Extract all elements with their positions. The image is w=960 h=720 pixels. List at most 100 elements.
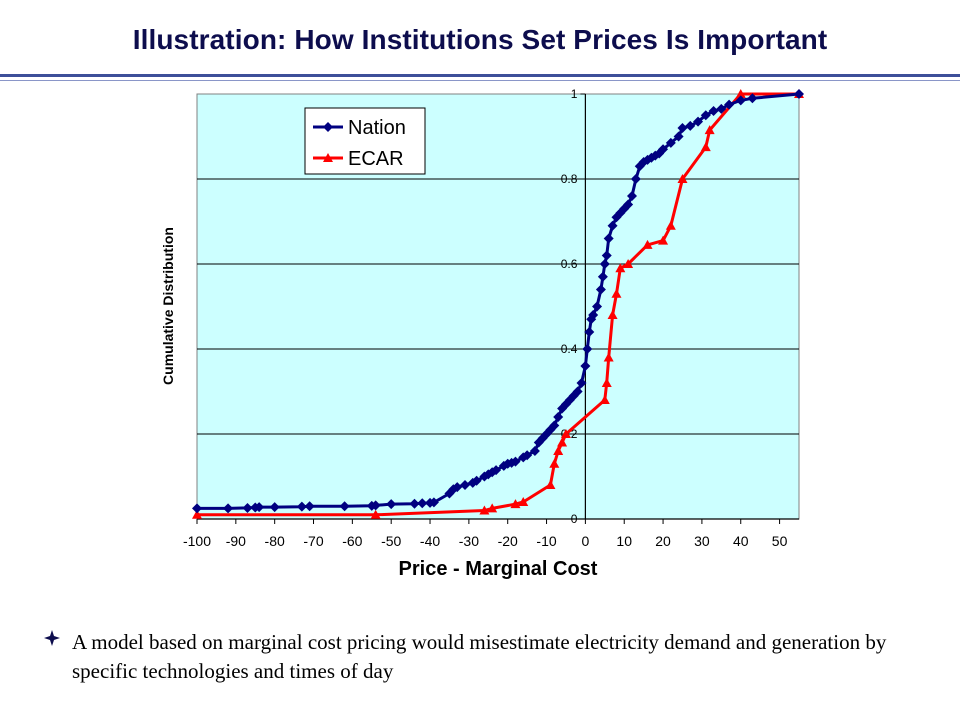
data-point — [580, 361, 591, 371]
data-point — [557, 437, 568, 447]
y-tick-labels: 00.20.40.60.81 — [561, 87, 578, 526]
data-point — [522, 450, 533, 461]
data-point — [658, 144, 669, 155]
data-point — [339, 501, 350, 512]
data-point — [693, 116, 704, 127]
x-tick-label: -60 — [342, 533, 362, 549]
data-point — [708, 106, 719, 116]
data-point — [588, 310, 599, 320]
x-tick-label: -40 — [420, 533, 440, 549]
data-point — [704, 125, 715, 135]
data-point — [471, 475, 482, 486]
data-point — [323, 153, 333, 162]
y-tick-label: 0.8 — [561, 172, 578, 186]
data-point — [630, 174, 641, 184]
data-point — [576, 378, 587, 388]
legend-box — [304, 107, 426, 175]
cumulative-distribution-chart: -100 -90 -80 -70 -60 -50 -40 -30 -20 -10 0 10 20 30 40… — [160, 87, 804, 580]
data-point — [735, 89, 746, 98]
legend-entry-ecar: ECAR — [313, 148, 404, 170]
data-point — [479, 505, 490, 515]
data-point — [601, 378, 612, 387]
data-point — [642, 239, 653, 249]
slide-title: Illustration: How Institutions Set Price… — [132, 24, 828, 55]
data-point — [603, 233, 614, 244]
data-point — [685, 120, 696, 131]
data-point — [673, 131, 684, 142]
data-point — [409, 498, 420, 509]
data-point — [607, 220, 618, 231]
data-point — [549, 458, 560, 468]
data-point — [417, 498, 428, 509]
data-point — [370, 500, 381, 511]
data-point — [323, 122, 333, 132]
series-nation — [192, 89, 804, 514]
data-point — [487, 503, 498, 513]
data-point — [296, 501, 307, 512]
legend-label: ECAR — [348, 148, 404, 170]
data-point — [626, 191, 637, 201]
legend-entry-nation: Nation — [313, 117, 406, 139]
data-point — [510, 499, 521, 509]
x-tick-label: -70 — [303, 533, 323, 549]
y-tick-label: 0.6 — [561, 257, 578, 271]
data-point — [560, 429, 571, 438]
x-axis-label: Price - Marginal Cost — [399, 558, 598, 580]
data-point — [553, 412, 564, 422]
x-tick-label: -80 — [265, 533, 285, 549]
title-divider — [0, 74, 960, 77]
data-point — [553, 446, 564, 455]
data-point — [529, 446, 540, 456]
data-point — [545, 480, 556, 489]
x-tick-label: -90 — [226, 533, 246, 549]
legend-entries: Nation ECAR — [313, 117, 406, 170]
data-point — [658, 235, 669, 245]
data-point — [549, 420, 560, 431]
bullet-text: A model based on marginal cost pricing w… — [72, 630, 887, 683]
y-tick-label: 0 — [571, 512, 578, 526]
x-tick-label: -20 — [498, 533, 518, 549]
data-point — [735, 95, 746, 106]
data-point — [677, 123, 688, 133]
data-point — [794, 89, 804, 99]
x-tick-label: 40 — [733, 533, 749, 549]
title-divider-thin — [0, 80, 960, 81]
series-layer — [192, 89, 804, 519]
data-point — [582, 344, 593, 354]
x-tick-label: -10 — [536, 533, 556, 549]
plot-area — [196, 93, 800, 520]
data-point — [491, 465, 502, 476]
data-point — [242, 502, 253, 513]
data-point — [584, 327, 595, 337]
diamond-bullet-icon — [44, 630, 60, 646]
x-tick-label: 30 — [694, 533, 710, 549]
legend: Nation ECAR — [304, 107, 426, 175]
x-tick-labels: -100 -90 -80 -70 -60 -50 -40 -30 -20 -10 0 10 20 30 40… — [183, 533, 788, 549]
data-point — [428, 497, 439, 508]
data-point — [601, 250, 612, 261]
x-tick-label: -50 — [381, 533, 401, 549]
data-point — [592, 301, 603, 312]
data-point — [192, 509, 202, 519]
axes — [196, 93, 799, 524]
data-point — [506, 457, 517, 468]
data-point — [724, 99, 735, 110]
data-point — [623, 199, 634, 210]
data-point — [599, 395, 610, 404]
x-tick-label: 20 — [655, 533, 671, 549]
data-point — [615, 263, 626, 273]
x-tick-label: 50 — [772, 533, 788, 549]
data-point — [599, 259, 610, 269]
data-point — [518, 497, 529, 506]
x-tick-label: 10 — [616, 533, 632, 549]
gridlines — [197, 178, 799, 435]
data-point — [452, 482, 463, 493]
y-axis-label: Cumulative Distribution — [160, 227, 176, 385]
data-point — [304, 501, 315, 512]
data-point — [700, 142, 711, 152]
data-point — [370, 509, 381, 519]
data-point — [665, 220, 676, 230]
data-point — [611, 288, 622, 298]
data-point — [716, 103, 727, 114]
y-tick-label: 1 — [571, 87, 578, 101]
